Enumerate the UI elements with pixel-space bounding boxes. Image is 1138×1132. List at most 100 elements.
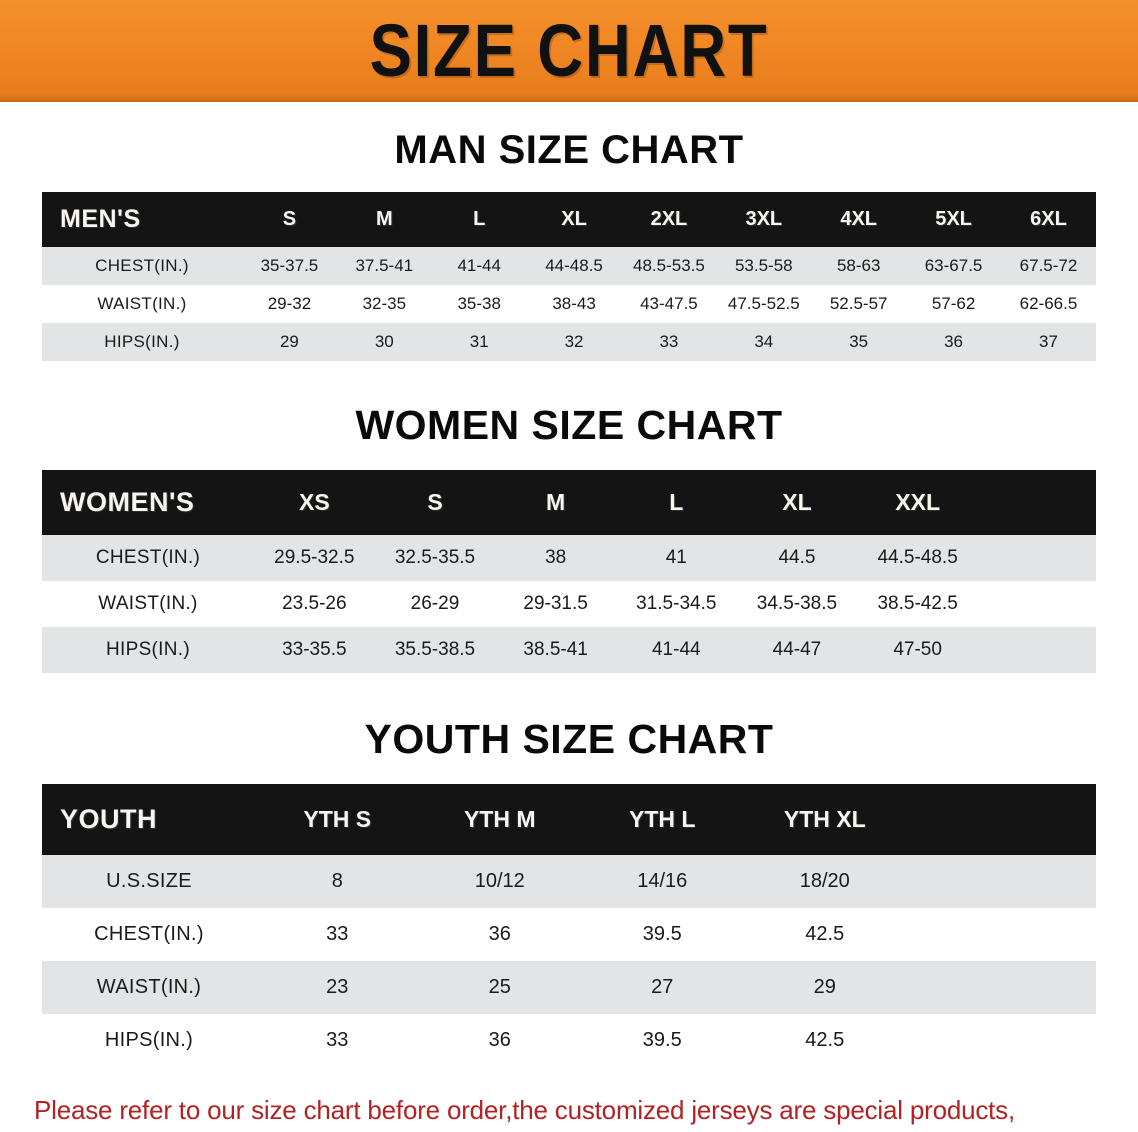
man-cell-2-6: 35 [849,332,869,351]
youth-cell-3-3: 42.5 [805,1029,845,1051]
table-row: U.S.SIZE 8 10/12 14/16 18/20 [42,855,1096,908]
man-cell-1-8: 62-66.5 [1019,294,1078,313]
women-cell-1-3: 31.5-34.5 [636,593,717,614]
women-cell-0-5: 44.5-48.5 [877,547,958,568]
youth-cell-2-0: 23 [326,976,349,998]
man-cell-2-8: 37 [1039,332,1058,351]
disclaimer-note: Please refer to our size chart before or… [34,1089,1104,1132]
man-size-col-4: 2XL [650,208,688,230]
man-cell-1-6: 52.5-57 [829,294,888,313]
youth-cell-3-0: 33 [326,1029,349,1051]
table-row: WAIST(IN.) 23 25 27 29 [42,961,1096,1014]
youth-row-label-1: CHEST(IN.) [94,923,204,945]
table-row: CHEST(IN.) 29.5-32.5 32.5-35.5 38 41 44.… [42,535,1096,581]
table-header-row: YOUTH YTH S YTH M YTH L YTH XL [42,784,1096,855]
youth-table-header: YOUTH YTH S YTH M YTH L YTH XL [42,784,1096,855]
man-section-title: MAN SIZE CHART [394,128,744,172]
women-cell-2-3: 41-44 [651,639,701,660]
women-size-col-4: XL [782,489,812,515]
man-cell-0-5: 53.5-58 [734,256,793,275]
youth-corner-label: YOUTH [60,804,157,834]
youth-size-table: YOUTH YTH S YTH M YTH L YTH XL U.S.SIZE … [42,784,1096,1067]
man-cell-2-3: 32 [564,332,584,351]
youth-cell-0-0: 8 [331,870,343,892]
women-cell-1-2: 29-31.5 [523,593,588,614]
women-section-title: WOMEN SIZE CHART [355,402,783,448]
women-cell-1-0: 23.5-26 [282,593,347,614]
women-size-col-0: XS [298,489,330,515]
women-row-label-1: WAIST(IN.) [98,593,198,614]
women-cell-2-1: 35.5-38.5 [394,639,476,660]
youth-spacer-cell [906,1014,1096,1067]
man-size-col-0: S [282,208,297,230]
women-size-col-5: XXL [895,489,940,515]
man-row-label-0: CHEST(IN.) [95,256,189,275]
man-row-label-2: HIPS(IN.) [104,332,180,351]
man-cell-1-3: 38-43 [552,294,596,313]
women-cell-0-4: 44.5 [778,547,816,568]
women-size-col-2: M [546,489,566,515]
man-cell-0-1: 37.5-41 [355,256,414,275]
women-spacer-cell [978,627,1096,673]
man-cell-1-4: 43-47.5 [640,294,698,313]
man-cell-0-4: 48.5-53.5 [633,256,705,275]
man-cell-2-4: 33 [659,332,679,351]
table-header-row: MEN'S S M L XL 2XL 3XL 4XL 5XL 6XL [42,192,1096,247]
man-cell-0-0: 35-37.5 [260,256,319,275]
women-cell-2-0: 33-35.5 [282,639,347,660]
man-size-col-5: 3XL [745,208,783,230]
man-cell-0-2: 41-44 [457,256,501,275]
youth-cell-1-0: 33 [326,923,349,945]
youth-cell-2-2: 27 [651,976,674,998]
women-spacer-col [978,470,1096,535]
women-spacer-cell [978,581,1096,627]
man-cell-0-7: 63-67.5 [924,256,983,275]
man-cell-2-0: 29 [279,332,299,351]
women-row-label-0: CHEST(IN.) [95,547,201,568]
youth-cell-0-3: 18/20 [799,870,850,892]
youth-cell-3-1: 36 [488,1029,511,1051]
banner-title: SIZE CHART [369,9,769,92]
man-size-table: MEN'S S M L XL 2XL 3XL 4XL 5XL 6XL CHEST… [42,192,1096,361]
women-size-table: WOMEN'S XS S M L XL XXL CHEST(IN.) 29.5-… [42,470,1096,673]
table-row: HIPS(IN.) 33 36 39.5 42.5 [42,1014,1096,1067]
women-table-body: CHEST(IN.) 29.5-32.5 32.5-35.5 38 41 44.… [42,535,1096,673]
man-cell-0-3: 44-48.5 [545,256,603,275]
women-table-header: WOMEN'S XS S M L XL XXL [42,470,1096,535]
man-cell-2-2: 31 [469,332,489,351]
table-row: HIPS(IN.) 29 30 31 32 33 34 35 36 37 [42,323,1096,361]
women-corner-label: WOMEN'S [60,487,195,517]
man-cell-1-7: 57-62 [931,294,976,313]
youth-cell-2-3: 29 [813,976,836,998]
disclaimer-line-1: Please refer to our size chart before or… [34,1095,1016,1125]
women-chart-wrap: WOMEN'S XS S M L XL XXL CHEST(IN.) 29.5-… [0,470,1138,673]
youth-chart-wrap: YOUTH YTH S YTH M YTH L YTH XL U.S.SIZE … [0,784,1138,1067]
man-corner-label: MEN'S [60,205,141,233]
women-size-col-1: S [427,489,443,515]
youth-spacer-cell [906,961,1096,1014]
table-row: HIPS(IN.) 33-35.5 35.5-38.5 38.5-41 41-4… [42,627,1096,673]
youth-cell-1-3: 42.5 [805,923,845,945]
man-cell-1-0: 29-32 [267,294,312,313]
women-cell-0-1: 32.5-35.5 [394,547,476,568]
youth-spacer-col [906,784,1096,855]
man-size-col-6: 4XL [840,208,878,230]
youth-size-col-1: YTH M [463,806,536,832]
table-row: CHEST(IN.) 35-37.5 37.5-41 41-44 44-48.5… [42,247,1096,285]
youth-spacer-cell [906,855,1096,908]
man-table-body: CHEST(IN.) 35-37.5 37.5-41 41-44 44-48.5… [42,247,1096,361]
youth-row-label-3: HIPS(IN.) [104,1029,194,1051]
women-cell-1-5: 38.5-42.5 [877,593,958,614]
youth-section-title: YOUTH SIZE CHART [364,716,774,762]
youth-spacer-cell [906,908,1096,961]
table-header-row: WOMEN'S XS S M L XL XXL [42,470,1096,535]
women-row-label-2: HIPS(IN.) [106,639,190,660]
man-cell-0-8: 67.5-72 [1019,256,1078,275]
man-size-col-8: 6XL [1030,208,1067,230]
man-table-header: MEN'S S M L XL 2XL 3XL 4XL 5XL 6XL [42,192,1096,247]
table-row: CHEST(IN.) 33 36 39.5 42.5 [42,908,1096,961]
women-cell-0-3: 41 [665,547,687,568]
man-chart-wrap: MEN'S S M L XL 2XL 3XL 4XL 5XL 6XL CHEST… [0,192,1138,361]
table-row: WAIST(IN.) 29-32 32-35 35-38 38-43 43-47… [42,285,1096,323]
